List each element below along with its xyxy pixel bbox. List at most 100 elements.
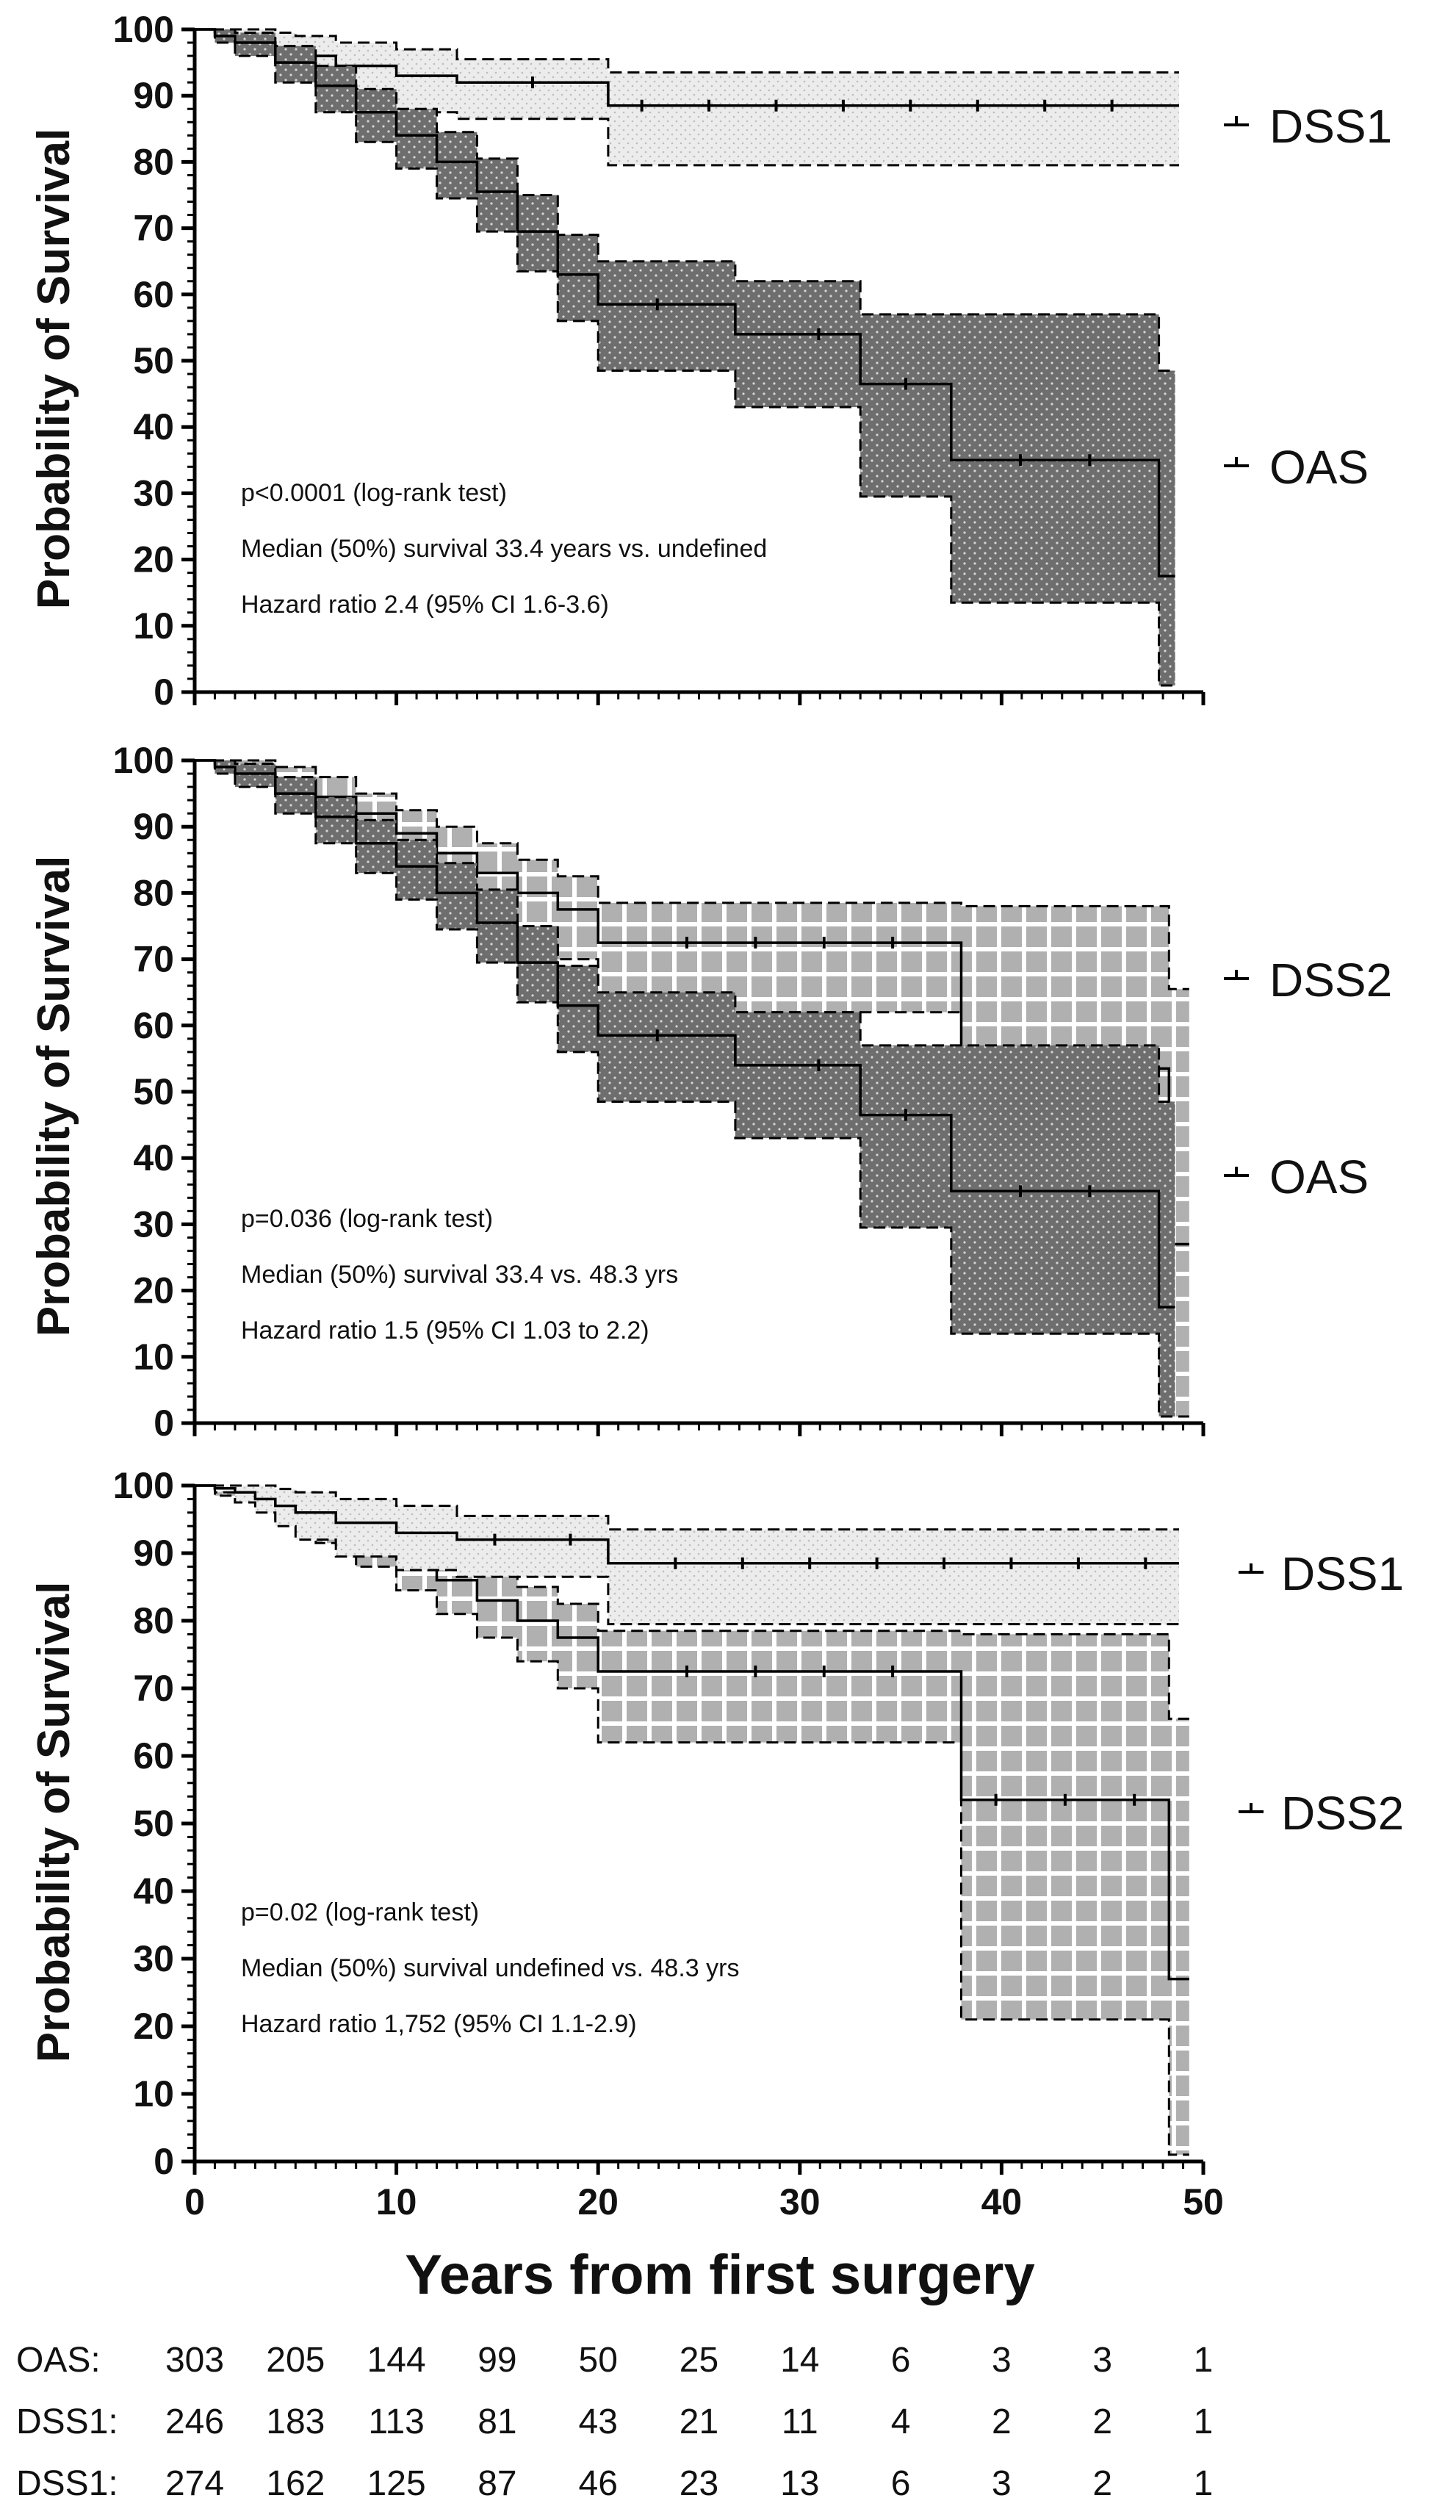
panel-1-annotations: p<0.0001 (log-rank test) Median (50%) su…	[241, 479, 767, 619]
panel-2-oas-ci-band	[195, 760, 1175, 1416]
risk-table-cell: 43	[579, 2402, 618, 2441]
y-tick-label: 90	[133, 75, 174, 116]
panel-3-dss1-upper-ci	[195, 1484, 1179, 1531]
x-axis-label: Years from first surgery	[405, 2244, 1035, 2306]
panel-3-annotations: p=0.02 (log-rank test) Median (50%) surv…	[241, 1898, 739, 2038]
risk-table-cell: 303	[165, 2341, 224, 2380]
panel-2-median: Median (50%) survival 33.4 vs. 48.3 yrs	[241, 1261, 678, 1289]
panel-3-pvalue: p=0.02 (log-rank test)	[241, 1898, 479, 1926]
risk-table-cell: 13	[780, 2464, 819, 2503]
panel-3-dss2-upper-ci	[195, 1484, 1189, 1720]
risk-table-cell: 3	[992, 2464, 1012, 2503]
risk-table-cell: 162	[266, 2464, 325, 2503]
panel-2-hazard: Hazard ratio 1.5 (95% CI 1.03 to 2.2)	[241, 1317, 649, 1344]
risk-table-cell: 25	[680, 2341, 718, 2380]
panel-1-oas-ci-band	[195, 29, 1175, 685]
risk-table-cell: 113	[368, 2402, 425, 2441]
risk-table-row-label: OAS:	[16, 2341, 101, 2380]
y-tick-label: 70	[133, 1668, 174, 1709]
panel-3-plot-area	[195, 1484, 1189, 2156]
panel-3-dss2-lower-ci	[195, 1484, 1189, 2156]
x-tick-label: 10	[376, 2181, 417, 2222]
risk-table-cell: 87	[477, 2464, 516, 2503]
risk-table-cell: 6	[891, 2464, 911, 2503]
panel-1: Probability of Survival 0 10 20 30 40 50 60 70 8…	[29, 9, 1392, 713]
x-tick-label: 30	[779, 2181, 821, 2222]
risk-table-cell: 23	[680, 2464, 718, 2503]
panel-2-legend: DSS2 OAS	[1224, 954, 1392, 1203]
panel-3-legend-dss2: DSS2	[1239, 1787, 1404, 1840]
panel-3-dss1-lower-ci	[195, 1484, 1179, 1626]
risk-table-cell: 2	[1092, 2402, 1112, 2441]
risk-table-cell: 1	[1194, 2341, 1214, 2380]
risk-table-cell: 2	[1092, 2464, 1112, 2503]
risk-table-cell: 144	[367, 2341, 426, 2380]
panel-2-legend-oas: OAS	[1224, 1151, 1369, 1203]
y-tick-label: 20	[133, 539, 174, 580]
panel-1-legend-label-dss1: DSS1	[1269, 100, 1392, 153]
y-tick-label: 100	[113, 1465, 174, 1506]
risk-table-cell: 3	[1092, 2341, 1112, 2380]
y-tick-label: 90	[133, 806, 174, 847]
panel-2-annotations: p=0.036 (log-rank test) Median (50%) sur…	[241, 1205, 678, 1344]
panel-2-legend-label-oas: OAS	[1269, 1151, 1369, 1203]
y-tick-label: 0	[154, 2141, 174, 2182]
risk-table-cell: 99	[477, 2341, 516, 2380]
y-tick-label: 10	[133, 1336, 174, 1378]
panel-3: Probability of Survival 0 10 20 30 40 50 60 70 8…	[29, 1465, 1404, 2222]
y-tick-label: 20	[133, 1270, 174, 1311]
y-tick-label: 10	[133, 605, 174, 647]
panel-3-hazard: Hazard ratio 1,752 (95% CI 1.1-2.9)	[241, 2010, 637, 2038]
y-tick-label: 70	[133, 939, 174, 980]
y-tick-label: 80	[133, 872, 174, 913]
panel-2-plot-area	[195, 759, 1189, 1418]
risk-table-cell: 246	[165, 2402, 224, 2441]
panel-1-dss1-ci-band	[195, 29, 1179, 165]
risk-table-row-label: DSS1:	[16, 2464, 118, 2503]
panel-1-legend: DSS1 OAS	[1224, 100, 1392, 494]
y-tick-label: 60	[133, 1005, 174, 1046]
panel-2-oas-lower-ci	[195, 759, 1175, 1418]
panel-3-legend-label-dss1: DSS1	[1281, 1547, 1404, 1600]
x-tick-label: 50	[1183, 2181, 1224, 2222]
panel-3-dss1-ci-band	[195, 1486, 1179, 1624]
x-tick-label: 0	[184, 2181, 205, 2222]
panel-1-pvalue: p<0.0001 (log-rank test)	[241, 479, 507, 507]
panel-1-oas-survival-line	[195, 28, 1175, 577]
panel-2-y-axis-label: Probability of Survival	[29, 856, 79, 1337]
panel-1-y-axis-label: Probability of Survival	[29, 129, 79, 610]
panel-3-legend-label-dss2: DSS2	[1281, 1787, 1404, 1840]
y-tick-label: 10	[133, 2073, 174, 2114]
panel-1-plot-area	[195, 28, 1179, 687]
risk-table-cell: 81	[477, 2402, 516, 2441]
panel-1-legend-dss1: DSS1	[1224, 100, 1392, 153]
risk-table-cell: 2	[992, 2402, 1012, 2441]
panel-3-dss1-survival-line	[195, 1484, 1179, 1565]
y-tick-label: 40	[133, 406, 174, 447]
panel-3-legend-dss1: DSS1	[1239, 1547, 1404, 1600]
risk-table-cell: 11	[782, 2402, 818, 2441]
y-tick-label: 100	[113, 9, 174, 50]
y-tick-label: 30	[133, 1203, 174, 1245]
panel-2-pvalue: p=0.036 (log-rank test)	[241, 1205, 493, 1233]
risk-table-cell: 4	[891, 2402, 911, 2441]
y-tick-label: 100	[113, 740, 174, 781]
panel-1-legend-oas: OAS	[1224, 441, 1369, 494]
risk-table-cell: 14	[780, 2341, 819, 2380]
risk-table-cell: 125	[367, 2464, 426, 2503]
panel-2-dss2-upper-ci	[195, 759, 1189, 990]
y-tick-label: 60	[133, 274, 174, 315]
y-tick-label: 50	[133, 1071, 174, 1112]
risk-table-cell: 1	[1194, 2464, 1214, 2503]
panel-3-y-axis-label: Probability of Survival	[29, 1582, 79, 2063]
panel-1-oas-lower-ci	[195, 28, 1175, 687]
y-tick-label: 60	[133, 1735, 174, 1776]
panel-1-legend-label-oas: OAS	[1269, 441, 1369, 494]
panel-3-dss2-ci-band	[195, 1486, 1189, 2155]
y-tick-label: 50	[133, 1803, 174, 1844]
panel-1-median: Median (50%) survival 33.4 years vs. und…	[241, 535, 767, 563]
risk-table-cell: 6	[891, 2341, 911, 2380]
y-tick-label: 70	[133, 208, 174, 249]
